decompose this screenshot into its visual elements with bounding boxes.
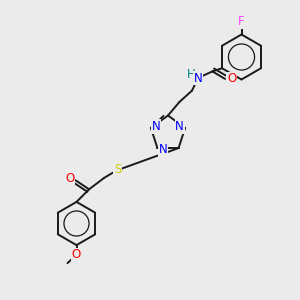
Text: O: O [227,72,236,86]
Text: H: H [187,68,196,81]
Text: N: N [194,71,202,85]
Text: N: N [152,120,161,133]
Text: S: S [114,163,121,176]
Text: N: N [158,143,167,156]
Text: O: O [72,248,81,261]
Text: F: F [238,15,245,28]
Text: N: N [175,120,184,133]
Text: O: O [66,172,75,185]
